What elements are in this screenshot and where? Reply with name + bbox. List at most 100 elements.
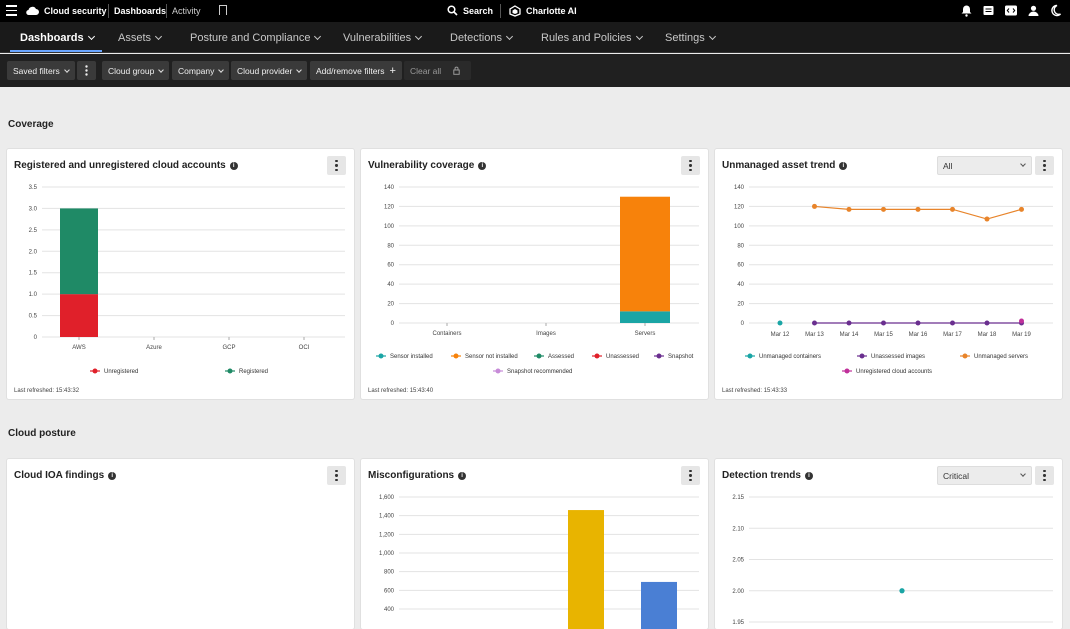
bar-segment	[60, 208, 98, 295]
x-tick-label: OCI	[299, 345, 310, 351]
x-tick-label: Mar 17	[943, 332, 962, 338]
more-vertical-icon	[85, 65, 88, 76]
data-point	[915, 320, 921, 326]
plus-icon: +	[389, 64, 396, 77]
cloud-icon	[26, 6, 39, 16]
app-title[interactable]: Cloud security	[44, 6, 107, 16]
legend-label: Assessed	[548, 354, 574, 360]
nav-dashboards[interactable]: Dashboards	[20, 32, 95, 44]
severity-select[interactable]: Critical	[937, 466, 1032, 485]
chevron-down-icon	[708, 32, 716, 41]
divider	[166, 4, 167, 18]
card-title-text: Detection trends	[722, 470, 801, 481]
legend-label: Snapshot recommended	[507, 369, 572, 375]
y-tick-label: 1,400	[379, 514, 395, 520]
y-tick-label: 1,600	[379, 495, 395, 501]
nav-detections[interactable]: Detections	[450, 32, 514, 44]
y-tick-label: 1,200	[379, 532, 395, 538]
chevron-down-icon	[154, 32, 163, 41]
bar-segment	[620, 311, 670, 323]
y-tick-label: 140	[734, 185, 745, 191]
legend-marker	[453, 353, 459, 359]
y-tick-label: 120	[384, 204, 395, 210]
card-menu-button[interactable]	[327, 466, 346, 485]
x-tick-label: GCP	[222, 345, 235, 351]
cloud-provider-filter[interactable]: Cloud provider	[231, 61, 308, 80]
card-title-text: Misconfigurations	[368, 470, 455, 481]
filter-options-button[interactable]	[77, 61, 96, 80]
card-menu-button[interactable]	[1035, 156, 1054, 175]
legend-label: Registered	[239, 369, 268, 375]
y-tick-label: 800	[384, 570, 395, 576]
dashboards-link[interactable]: Dashboards	[114, 6, 167, 16]
charlotte-ai-button[interactable]: Charlotte AI	[509, 5, 577, 17]
legend-label: Unregistered	[104, 369, 138, 375]
developer-icon[interactable]	[1004, 4, 1018, 17]
nav-rules-policies[interactable]: Rules and Policies	[541, 32, 643, 44]
info-icon[interactable]: i	[839, 161, 848, 170]
nav-assets[interactable]: Assets	[118, 32, 163, 44]
activity-link[interactable]: Activity	[172, 6, 201, 16]
section-cloud-posture: Cloud posture	[8, 428, 76, 439]
bookmark-icon[interactable]	[219, 5, 227, 15]
nav-posture-compliance[interactable]: Posture and Compliance	[190, 32, 322, 44]
user-icon[interactable]	[1027, 4, 1040, 17]
divider	[500, 4, 501, 18]
info-icon[interactable]: i	[458, 471, 467, 480]
y-tick-label: 600	[384, 588, 395, 594]
charlotte-ai-icon	[509, 5, 521, 17]
y-tick-label: 80	[737, 243, 744, 249]
info-icon[interactable]: i	[478, 161, 487, 170]
saved-filters-label: Saved filters	[13, 65, 60, 76]
data-point	[812, 320, 817, 326]
info-icon[interactable]: i	[229, 161, 238, 170]
cloud-group-filter[interactable]: Cloud group	[102, 61, 170, 80]
card-menu-button[interactable]	[327, 156, 346, 175]
cloud-group-label: Cloud group	[108, 65, 155, 76]
clear-all-button[interactable]: Clear all	[404, 61, 471, 80]
legend-marker	[92, 368, 98, 374]
card-title-text: Unmanaged asset trend	[722, 160, 836, 171]
bar	[568, 510, 604, 629]
select-value: Critical	[943, 471, 969, 481]
company-filter[interactable]: Company	[172, 61, 230, 80]
card-title: Detection trends i	[722, 470, 813, 481]
card-menu-button[interactable]	[681, 156, 700, 175]
add-remove-filters-button[interactable]: Add/remove filters +	[310, 61, 402, 80]
card-menu-button[interactable]	[681, 466, 700, 485]
data-point	[950, 320, 955, 326]
bell-icon[interactable]	[960, 4, 973, 17]
card-title: Vulnerability coverage i	[368, 160, 487, 171]
nav-settings[interactable]: Settings	[665, 32, 716, 44]
y-tick-label: 3.5	[29, 185, 38, 191]
chevron-down-icon	[87, 32, 95, 41]
dark-mode-icon[interactable]	[1049, 4, 1062, 17]
info-icon[interactable]: i	[108, 471, 117, 480]
search-label: Search	[463, 5, 494, 16]
top-bar: Cloud security Dashboards Activity Searc…	[0, 0, 1070, 22]
nav-vulnerabilities[interactable]: Vulnerabilities	[343, 32, 423, 44]
active-tab-indicator	[10, 50, 102, 52]
y-tick-label: 40	[387, 282, 394, 288]
x-tick-label: Mar 18	[978, 332, 997, 338]
news-icon[interactable]	[982, 4, 995, 17]
x-tick-label: Mar 16	[909, 332, 928, 338]
card-menu-button[interactable]	[1035, 466, 1054, 485]
info-icon[interactable]: i	[804, 471, 813, 480]
search-button[interactable]: Search	[447, 5, 493, 16]
data-point	[899, 588, 905, 594]
x-tick-label: Mar 12	[771, 332, 790, 338]
chevron-down-icon	[635, 32, 643, 41]
accounts-chart: 0 0.5 1.0 1.5 2.0 2.5 3.0 3.5 AWS Azure GCP OCI Unre…	[29, 185, 345, 375]
x-tick-label: Mar 14	[840, 332, 859, 338]
y-tick-label: 20	[737, 302, 744, 308]
saved-filters-button[interactable]: Saved filters	[7, 61, 75, 80]
asset-type-select[interactable]: All	[937, 156, 1032, 175]
nav-settings-label: Settings	[665, 32, 705, 44]
legend-marker	[536, 353, 542, 359]
card-detection-trends: Detection trends i Critical 1.95 2.00 2.05 2…	[715, 459, 1062, 629]
y-tick-label: 2.00	[732, 589, 744, 595]
vulnerability-chart: 0 20 40 60 80 100 120 140 Containers Images Server…	[376, 185, 699, 375]
chevron-down-icon	[314, 32, 322, 41]
menu-icon[interactable]	[6, 5, 17, 16]
